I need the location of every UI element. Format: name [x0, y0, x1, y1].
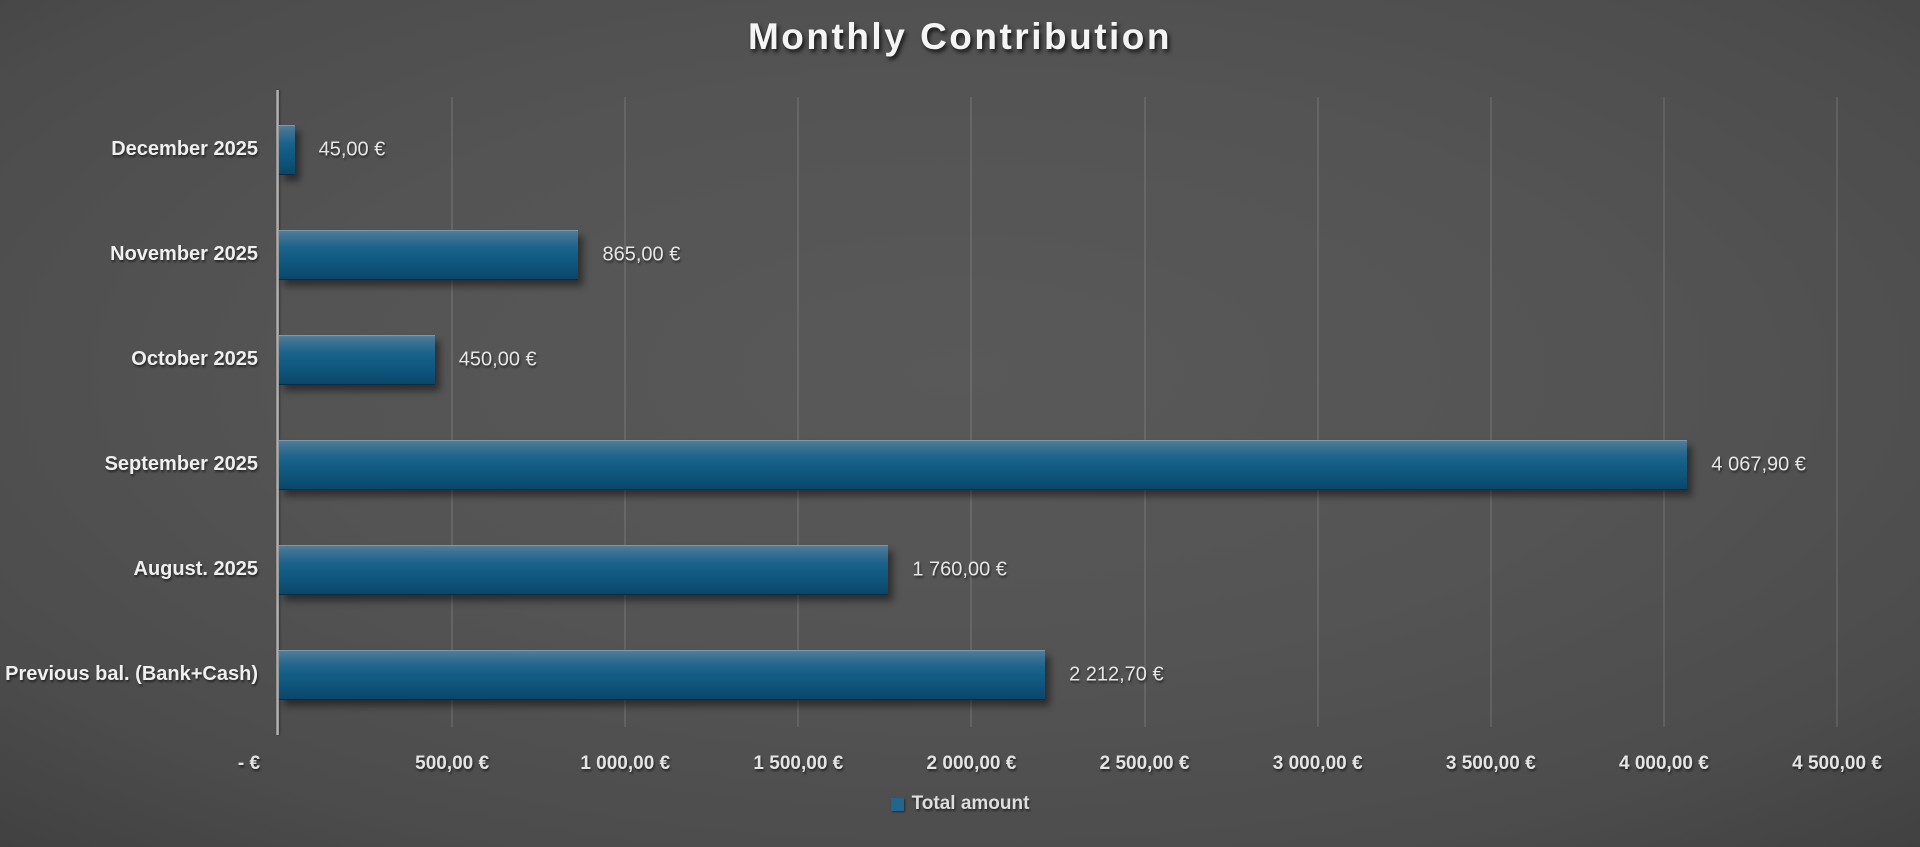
data-bar — [279, 124, 295, 175]
category-label: December 2025 — [111, 138, 258, 160]
x-tick-label: 500,00 € — [415, 753, 490, 774]
gridline — [1489, 97, 1492, 727]
x-tick-label: 2 000,00 € — [926, 753, 1017, 774]
bar-row: 4 067,90 € — [279, 412, 1837, 517]
category-label: Previous bal. (Bank+Cash) — [5, 663, 258, 685]
category-label: November 2025 — [110, 243, 258, 265]
gridline — [624, 97, 627, 727]
data-label: 1 760,00 € — [912, 558, 1007, 580]
gridline — [970, 97, 973, 727]
bar-rows: 45,00 € 865,00 € 450,00 € 4 067,90 € 1 760,0… — [279, 97, 1837, 727]
category-label: August. 2025 — [133, 558, 258, 580]
data-bar — [279, 439, 1688, 490]
x-tick-label: 2 500,00 € — [1099, 753, 1190, 774]
plot-area: 45,00 € 865,00 € 450,00 € 4 067,90 € 1 760,0… — [279, 97, 1838, 727]
bar-row: 2 212,70 € — [279, 622, 1837, 727]
data-bar — [279, 334, 435, 385]
bar-row: 1 760,00 € — [279, 517, 1837, 622]
category-label: October 2025 — [131, 348, 258, 370]
gridline — [1143, 97, 1146, 727]
data-label: 865,00 € — [602, 243, 681, 265]
gridline — [797, 97, 800, 727]
gridline — [451, 97, 454, 727]
category-axis-labels: December 2025 November 2025 October 2025 Se… — [0, 97, 258, 727]
bar-row: 45,00 € — [279, 97, 1837, 202]
data-bar — [279, 649, 1046, 700]
bar-row: 865,00 € — [279, 202, 1837, 307]
data-label: 45,00 € — [318, 138, 386, 160]
x-tick-label: - € — [237, 753, 261, 774]
x-tick-label: 4 000,00 € — [1618, 753, 1709, 774]
bar-row: 450,00 € — [279, 307, 1837, 412]
x-tick-label: 4 500,00 € — [1792, 753, 1882, 774]
gridline — [1836, 97, 1838, 727]
chart-title: Monthly Contribution — [747, 16, 1172, 57]
data-bar — [279, 229, 579, 280]
data-label: 450,00 € — [458, 348, 537, 370]
legend: Total amount — [0, 793, 1920, 815]
x-tick-label: 1 500,00 € — [753, 753, 844, 774]
legend-marker-icon — [890, 797, 904, 811]
legend-label: Total amount — [911, 793, 1030, 814]
gridline — [1316, 97, 1319, 727]
y-axis-line — [276, 90, 279, 735]
category-label: September 2025 — [104, 453, 258, 475]
x-tick-label: 3 500,00 € — [1445, 753, 1536, 774]
data-label: 2 212,70 € — [1069, 663, 1164, 685]
x-axis-tick-labels: - € 500,00 € 1 000,00 € 1 500,00 € 2 000,00 … — [238, 753, 1882, 783]
x-tick-label: 3 000,00 € — [1272, 753, 1363, 774]
data-label: 4 067,90 € — [1711, 453, 1806, 475]
data-bar — [279, 544, 889, 595]
x-tick-label: 1 000,00 € — [580, 753, 671, 774]
gridline — [1662, 97, 1665, 727]
